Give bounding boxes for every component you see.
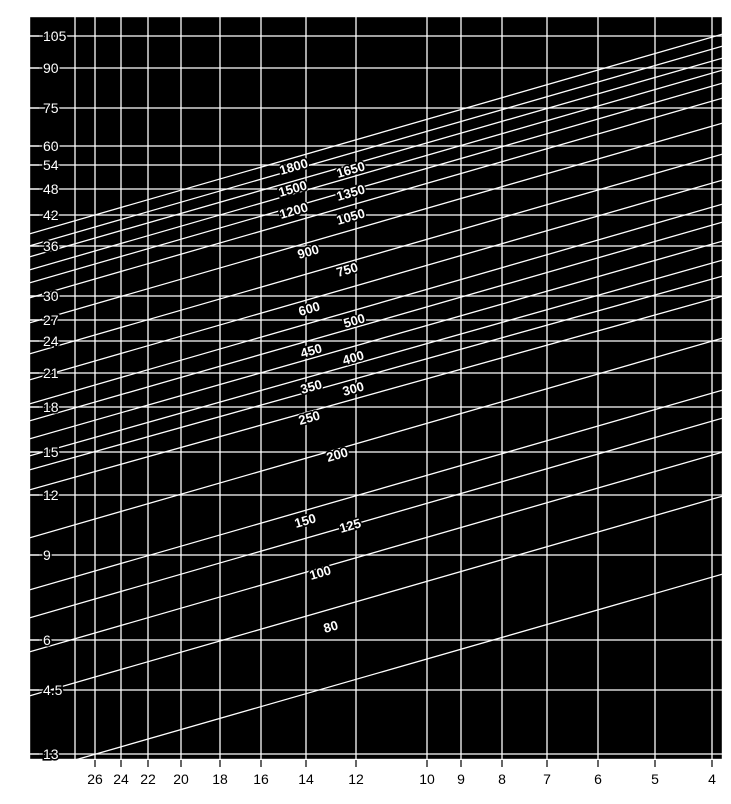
y-tick-label: 4.5 <box>43 682 63 698</box>
x-tick-label: 10 <box>419 771 435 787</box>
x-tick-label: 24 <box>113 771 129 787</box>
x-tick-label: 9 <box>457 771 465 787</box>
y-tick-label: 54 <box>43 157 59 173</box>
y-tick-label: 21 <box>43 365 59 381</box>
y-tick-label: 24 <box>43 333 59 349</box>
x-tick-label: 26 <box>87 771 103 787</box>
x-tick-label: 4 <box>708 771 716 787</box>
y-tick-label: 9 <box>43 547 51 563</box>
y-tick-label: 90 <box>43 60 59 76</box>
y-tick-label: 18 <box>43 399 59 415</box>
y-tick-label: 42 <box>43 207 59 223</box>
y-tick-label: 27 <box>43 312 59 328</box>
x-tick-label: 16 <box>253 771 269 787</box>
y-tick-label: 105 <box>43 28 67 44</box>
x-axis-labels: 26 24 22 20 18 16 14 12 10 9 8 7 6 5 4 <box>87 760 716 787</box>
y-tick-label: 15 <box>43 444 59 460</box>
y-tick-label: 6 <box>43 632 51 648</box>
x-tick-label: 5 <box>651 771 659 787</box>
x-tick-label: 12 <box>348 771 364 787</box>
y-tick-label: 75 <box>43 100 59 116</box>
y-tick-label: 12 <box>43 487 59 503</box>
nomograph-chart: 1059075605448423630272421181512964.51326… <box>0 0 731 804</box>
y-tick-label: 60 <box>43 138 59 154</box>
y-tick-label: 36 <box>43 238 59 254</box>
chart-svg: 1059075605448423630272421181512964.51326… <box>0 0 731 804</box>
y-tick-label: 48 <box>43 181 59 197</box>
x-tick-label: 18 <box>212 771 228 787</box>
x-tick-label: 7 <box>543 771 551 787</box>
x-tick-label: 6 <box>594 771 602 787</box>
y-tick-label: 30 <box>43 288 59 304</box>
y-tick-label: 13 <box>43 746 59 762</box>
x-tick-label: 20 <box>173 771 189 787</box>
x-tick-label: 8 <box>498 771 506 787</box>
x-tick-label: 22 <box>140 771 156 787</box>
x-tick-label: 14 <box>298 771 314 787</box>
